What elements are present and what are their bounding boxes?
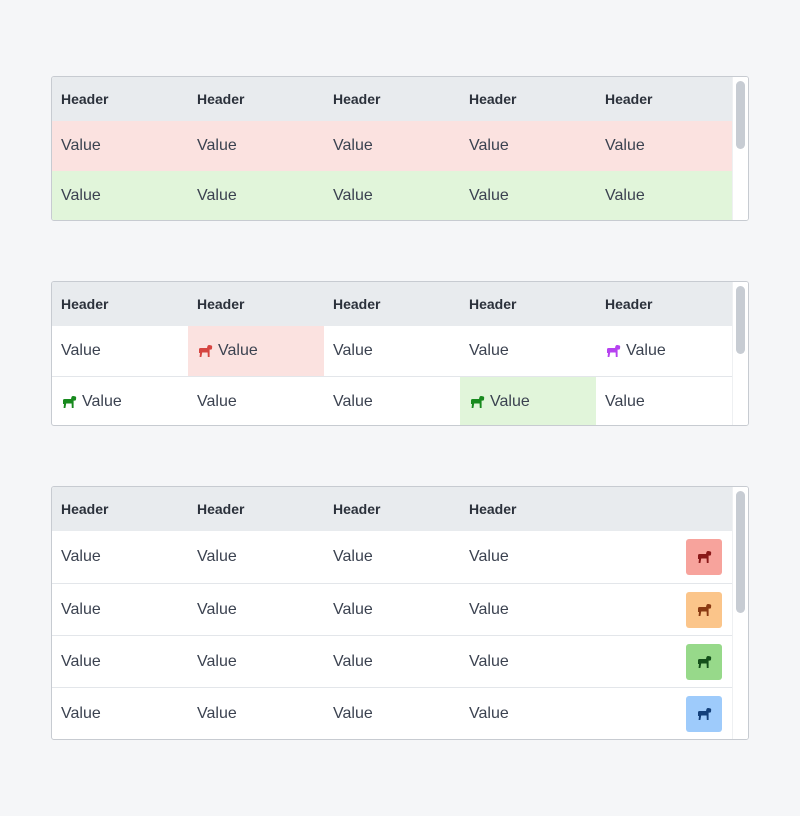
table-cell: Value xyxy=(197,137,237,154)
cell-text: Value xyxy=(218,342,258,359)
table-row[interactable]: Value Value Value Value xyxy=(52,687,732,739)
table-cell-highlight: Value xyxy=(596,326,732,376)
table-cell: Value xyxy=(333,704,373,722)
table-cell: Value xyxy=(469,600,509,618)
table-cell: Value xyxy=(333,187,373,204)
table-cell: Value xyxy=(197,652,237,670)
scrollbar-thumb[interactable] xyxy=(736,81,745,149)
dog-icon xyxy=(197,344,213,358)
dog-button-green[interactable] xyxy=(686,643,722,680)
column-header[interactable]: Header xyxy=(61,296,109,312)
table-cell: Value xyxy=(333,548,373,565)
column-header[interactable]: Header xyxy=(333,501,381,517)
table-cell: Value xyxy=(469,652,509,670)
column-header[interactable]: Header xyxy=(469,91,517,107)
table-cell-status: Header Header Header Header Header Value… xyxy=(51,281,749,426)
table-cell: Value xyxy=(469,342,509,359)
dog-button-orange[interactable] xyxy=(686,591,722,628)
column-header[interactable]: Header xyxy=(333,296,381,312)
table-cell: Value xyxy=(333,600,373,618)
table-grid: Header Header Header Header Header Value… xyxy=(52,282,732,425)
column-header[interactable]: Header xyxy=(469,501,517,517)
column-header[interactable]: Header xyxy=(61,501,109,517)
dog-icon xyxy=(469,395,485,409)
vertical-scrollbar[interactable] xyxy=(732,487,748,739)
table-cell: Value xyxy=(333,392,373,410)
table-cell-danger: Value xyxy=(188,326,324,376)
column-header[interactable]: Header xyxy=(197,296,245,312)
table-cell: Value xyxy=(333,137,373,154)
table-row-success[interactable]: Value Value Value Value Value xyxy=(52,171,732,220)
table-cell: Value xyxy=(605,187,645,204)
table-cell: Value xyxy=(333,652,373,670)
action-cell xyxy=(596,636,732,687)
table-cell: Value xyxy=(469,137,509,154)
action-cell xyxy=(596,531,732,583)
table-cell: Value xyxy=(61,652,101,670)
dog-icon xyxy=(698,550,712,563)
table-cell: Value xyxy=(61,704,101,722)
scrollbar-thumb[interactable] xyxy=(736,286,745,354)
dog-icon xyxy=(605,344,621,358)
dog-button-blue[interactable] xyxy=(686,695,722,732)
action-column-header xyxy=(596,487,732,531)
table-row[interactable]: Value Value Value Value xyxy=(52,635,732,687)
action-cell xyxy=(596,584,732,635)
cell-text: Value xyxy=(626,342,666,359)
table-cell-success: Value xyxy=(460,377,596,425)
table-header-row: Header Header Header Header xyxy=(52,487,732,531)
table-cell: Value xyxy=(605,392,645,410)
table-row[interactable]: Value Value Value Value Value xyxy=(52,326,732,376)
table-row-status: Header Header Header Header Header Value… xyxy=(51,76,749,221)
dog-button-red[interactable] xyxy=(686,539,722,575)
table-grid: Header Header Header Header Header Value… xyxy=(52,77,732,220)
table-cell: Value xyxy=(605,137,645,154)
table-cell: Value xyxy=(61,187,101,204)
column-header[interactable]: Header xyxy=(333,91,381,107)
vertical-scrollbar[interactable] xyxy=(732,282,748,425)
table-header-row: Header Header Header Header Header xyxy=(52,77,732,121)
vertical-scrollbar[interactable] xyxy=(732,77,748,220)
table-cell: Value xyxy=(197,187,237,204)
dog-icon xyxy=(698,655,712,668)
dog-icon xyxy=(698,603,712,616)
table-with-actions: Header Header Header Header Value Value … xyxy=(51,486,749,740)
table-cell: Value xyxy=(469,704,509,722)
table-row[interactable]: Value Value Value Value Value xyxy=(52,376,732,425)
table-cell: Value xyxy=(61,600,101,618)
table-cell: Value xyxy=(197,392,237,410)
table-cell: Value xyxy=(469,548,509,565)
scrollbar-thumb[interactable] xyxy=(736,491,745,613)
table-header-row: Header Header Header Header Header xyxy=(52,282,732,326)
table-cell: Value xyxy=(197,548,237,565)
column-header[interactable]: Header xyxy=(61,91,109,107)
column-header[interactable]: Header xyxy=(469,296,517,312)
column-header[interactable]: Header xyxy=(197,91,245,107)
table-cell: Value xyxy=(197,600,237,618)
table-cell: Value xyxy=(197,704,237,722)
column-header[interactable]: Header xyxy=(605,91,653,107)
table-cell: Value xyxy=(61,137,101,154)
table-cell-success: Value xyxy=(52,377,188,425)
table-row-danger[interactable]: Value Value Value Value Value xyxy=(52,121,732,171)
dog-icon xyxy=(698,707,712,720)
table-row[interactable]: Value Value Value Value xyxy=(52,583,732,635)
column-header[interactable]: Header xyxy=(605,296,653,312)
dog-icon xyxy=(61,395,77,409)
table-cell: Value xyxy=(469,187,509,204)
table-grid: Header Header Header Header Value Value … xyxy=(52,487,732,739)
action-cell xyxy=(596,688,732,739)
column-header[interactable]: Header xyxy=(197,501,245,517)
table-cell: Value xyxy=(61,548,101,565)
table-row[interactable]: Value Value Value Value xyxy=(52,531,732,583)
table-cell: Value xyxy=(333,342,373,359)
cell-text: Value xyxy=(490,392,530,410)
table-cell: Value xyxy=(61,342,101,359)
cell-text: Value xyxy=(82,392,122,410)
